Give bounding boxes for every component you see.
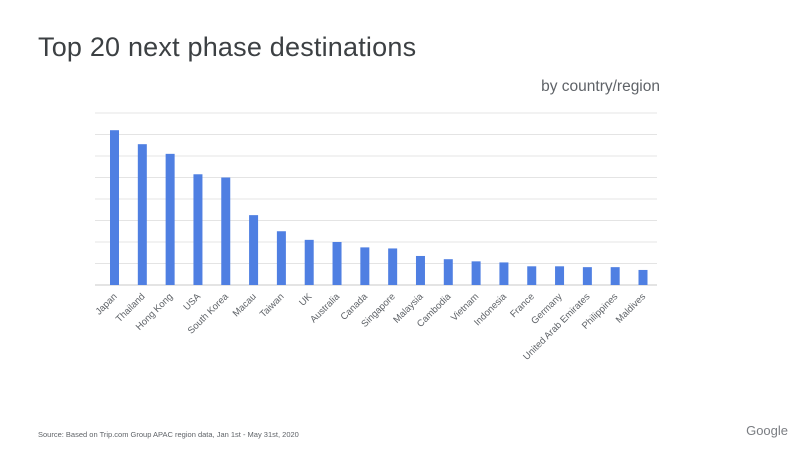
bar-taiwan: [276, 231, 286, 285]
bar-indonesia: [499, 262, 509, 285]
bar-vietnam: [471, 261, 481, 285]
google-logo: Google: [746, 423, 788, 438]
bar-singapore: [388, 248, 398, 285]
bar-australia: [332, 242, 342, 285]
bar-maldives: [638, 269, 648, 285]
bar-malaysia: [415, 255, 425, 285]
bar-japan: [110, 130, 119, 285]
chart-subtitle: by country/region: [541, 78, 660, 95]
x-tick-label: UK: [297, 291, 315, 309]
bar-uk: [304, 239, 314, 285]
bar-canada: [360, 247, 370, 286]
chart-title: Top 20 next phase destinations: [38, 32, 417, 62]
bar-macau: [249, 215, 259, 286]
bar-thailand: [137, 144, 147, 285]
bar-south-korea: [221, 177, 231, 285]
bar-philippines: [610, 267, 620, 285]
x-tick-label: Taiwan: [258, 291, 287, 320]
bar-usa: [193, 174, 203, 285]
x-tick-label: Macau: [231, 291, 259, 319]
source-note: Source: Based on Trip.com Group APAC reg…: [38, 430, 299, 439]
x-tick-label: Japan: [94, 291, 120, 317]
bar-cambodia: [443, 259, 453, 285]
x-tick-label: Maldives: [614, 291, 648, 325]
x-tick-label: USA: [181, 291, 203, 313]
bar-united-arab-emirates: [582, 267, 592, 285]
bar-hong-kong: [165, 153, 175, 285]
x-tick-label: Australia: [308, 291, 342, 325]
bar-germany: [555, 266, 565, 285]
bar-france: [527, 266, 537, 285]
